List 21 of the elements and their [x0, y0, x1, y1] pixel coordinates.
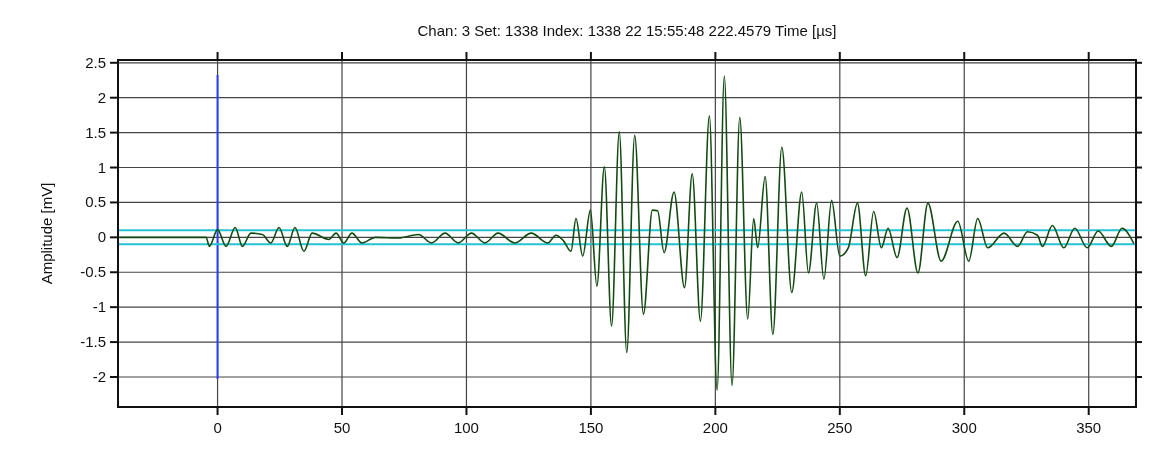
y-tick-label: -0.5: [80, 263, 106, 281]
y-tick-label: -1.5: [80, 333, 106, 351]
y-tick-label: 2.5: [85, 53, 106, 71]
y-tick-label: 0: [97, 228, 106, 246]
x-tick-label: 50: [333, 419, 351, 436]
x-tick-label: 300: [951, 419, 977, 436]
x-tick-label: 250: [827, 419, 853, 436]
y-tick-label: -2: [92, 367, 106, 385]
chart-title: Chan: 3 Set: 1338 Index: 1338 22 15:55:48 222.4579 Time [µs]: [417, 22, 837, 39]
y-tick-label: -1: [92, 298, 106, 316]
y-axis-title: Amplitude [mV]: [38, 182, 55, 285]
y-tick-label: 1.5: [85, 123, 106, 141]
x-tick-label: 100: [453, 419, 479, 436]
y-tick-label: 0.5: [85, 193, 106, 211]
x-tick-label: 350: [1076, 419, 1102, 436]
y-tick-label: 1: [97, 158, 106, 176]
y-tick-label: 2: [97, 88, 106, 106]
x-tick-label: 0: [213, 419, 222, 436]
x-tick-label: 150: [578, 419, 604, 436]
x-tick-label: 200: [702, 419, 728, 436]
line-series: [118, 75, 1135, 392]
